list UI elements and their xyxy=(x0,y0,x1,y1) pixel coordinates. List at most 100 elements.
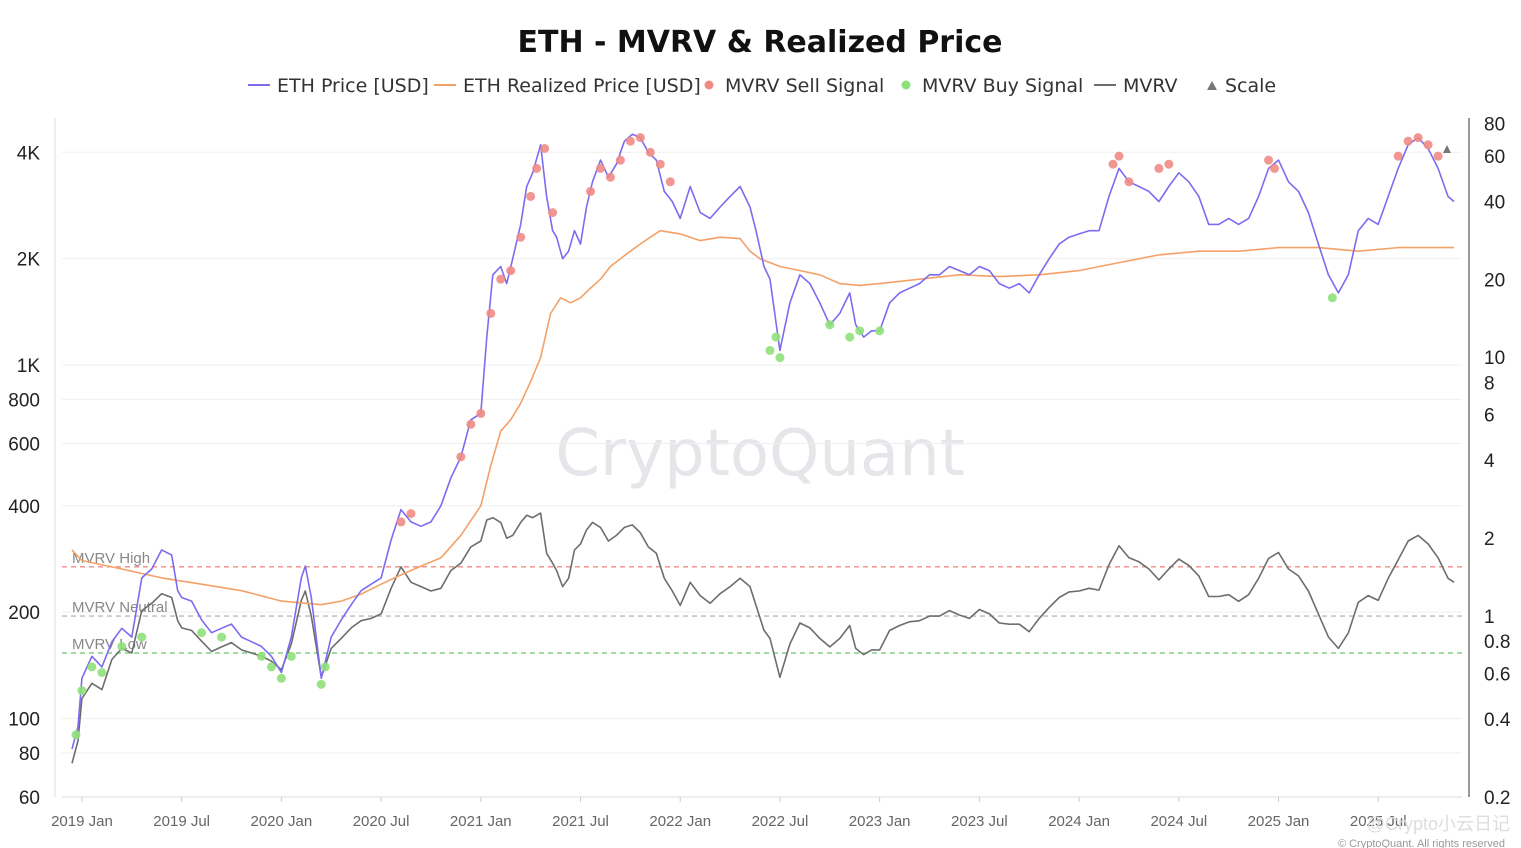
mvrv-line xyxy=(71,512,1455,764)
x-tick-label: 2022 Jul xyxy=(752,813,809,830)
y-right-tick-label: 4 xyxy=(1484,451,1495,472)
buy-signal-dot xyxy=(117,641,127,651)
legend-label: MVRV Buy Signal xyxy=(922,75,1083,97)
sell-signal-dot xyxy=(1114,151,1124,161)
sell-signal-dot xyxy=(1270,163,1280,173)
sell-signal-dot xyxy=(1264,155,1274,165)
eth-price-line xyxy=(71,133,1455,750)
legend-item[interactable]: Scale xyxy=(1207,75,1276,97)
buy-signal-dot xyxy=(256,651,266,661)
x-tick-label: 2023 Jul xyxy=(951,813,1008,830)
y-left-tick-label: 4K xyxy=(17,143,41,164)
scale-triangle-icon[interactable] xyxy=(1443,145,1451,153)
sell-signal-dot xyxy=(486,308,496,318)
sell-signal-dot xyxy=(1154,163,1164,173)
x-tick-label: 2021 Jan xyxy=(450,813,512,830)
mvrv-band-label: MVRV Low xyxy=(72,636,147,653)
x-tick-label: 2024 Jul xyxy=(1150,813,1207,830)
x-tick-label: 2021 Jul xyxy=(552,813,609,830)
x-tick-label: 2019 Jan xyxy=(51,813,113,830)
grid xyxy=(62,151,1462,798)
x-tick-label: 2024 Jan xyxy=(1048,813,1110,830)
sell-signal-dot xyxy=(635,133,645,143)
sell-signal-dot xyxy=(655,159,665,169)
y-right-tick-label: 40 xyxy=(1484,192,1505,213)
sell-signal-dot xyxy=(1413,133,1423,143)
x-tick-label: 2022 Jan xyxy=(649,813,711,830)
legend-label: ETH Realized Price [USD] xyxy=(463,75,701,97)
legend-label: MVRV Sell Signal xyxy=(725,75,884,97)
watermark: CryptoQuant xyxy=(555,417,965,491)
legend-item[interactable]: ETH Realized Price [USD] xyxy=(434,75,701,97)
sell-signal-dot xyxy=(396,517,406,527)
y-right-tick-label: 1 xyxy=(1484,607,1495,628)
buy-signal-dot xyxy=(771,332,781,342)
sell-signal-dot xyxy=(1423,140,1433,150)
legend-swatch xyxy=(704,80,714,90)
buy-signal-dot xyxy=(266,662,276,672)
buy-signal-dot xyxy=(286,651,296,661)
sell-signal-dot xyxy=(540,143,550,153)
y-right-tick-label: 6 xyxy=(1484,406,1495,427)
sell-signal-dot xyxy=(1433,151,1443,161)
y-right-tick-label: 0.6 xyxy=(1484,665,1510,686)
legend-item[interactable]: ETH Price [USD] xyxy=(248,75,429,97)
legend-item[interactable]: MVRV xyxy=(1094,75,1178,97)
buy-signal-dot xyxy=(845,332,855,342)
sell-signal-dot xyxy=(1164,159,1174,169)
buy-signal-dot xyxy=(71,730,81,740)
buy-signal-dot xyxy=(875,326,885,336)
sell-signal-dot xyxy=(456,452,466,462)
overlay-stamp: @Crypto小云日记 xyxy=(1367,814,1510,834)
sell-signal-dot xyxy=(476,408,486,418)
y-left-tick-label: 800 xyxy=(8,390,40,411)
sell-signal-dot xyxy=(1108,159,1118,169)
sell-signal-dot xyxy=(665,177,675,187)
sell-signal-dot xyxy=(645,147,655,157)
x-tick-label: 2019 Jul xyxy=(153,813,210,830)
buy-signal-dot xyxy=(77,686,87,696)
legend-label: Scale xyxy=(1225,75,1276,97)
chart-title: ETH - MVRV & Realized Price xyxy=(517,25,1002,60)
buy-signal-dot xyxy=(276,673,286,683)
y-right-tick-label: 0.2 xyxy=(1484,788,1510,809)
axes: 60 80 100 200 400 600 800 1K 2K 4K 0.2 0.4 0.6 0.8 1 2 4… xyxy=(8,114,1511,830)
y-right-tick-label: 0.8 xyxy=(1484,632,1510,653)
sell-signal-dot xyxy=(595,163,605,173)
legend: ETH Price [USD] ETH Realized Price [USD] M… xyxy=(248,75,1276,97)
sell-signal-dot xyxy=(496,274,506,284)
signals-layer xyxy=(71,133,1451,740)
y-right-tick-label: 0.4 xyxy=(1484,710,1511,731)
y-right-tick-label: 10 xyxy=(1484,348,1505,369)
y-left-tick-label: 100 xyxy=(8,710,40,731)
sell-signal-dot xyxy=(585,186,595,196)
buy-signal-dot xyxy=(137,632,147,642)
mvrv-band-label: MVRV Neutral xyxy=(72,599,168,616)
y-left-tick-label: 600 xyxy=(8,435,40,456)
legend-swatch xyxy=(901,80,911,90)
sell-signal-dot xyxy=(516,232,526,242)
sell-signal-dot xyxy=(526,191,536,201)
y-left-tick-label: 80 xyxy=(19,744,40,765)
buy-signal-dot xyxy=(87,662,97,672)
legend-label: MVRV xyxy=(1123,75,1178,97)
buy-signal-dot xyxy=(217,632,227,642)
sell-signal-dot xyxy=(625,136,635,146)
buy-signal-dot xyxy=(765,345,775,355)
y-right-tick-label: 20 xyxy=(1484,270,1505,291)
buy-signal-dot xyxy=(825,320,835,330)
realized-price-line xyxy=(71,229,1454,606)
x-tick-label: 2020 Jan xyxy=(251,813,313,830)
mvrv-bands: MVRV High MVRV Neutral MVRV Low xyxy=(62,550,1462,654)
x-tick-label: 2025 Jan xyxy=(1248,813,1310,830)
sell-signal-dot xyxy=(1124,177,1134,187)
buy-signal-dot xyxy=(316,679,326,689)
legend-item[interactable]: MVRV Sell Signal xyxy=(704,75,885,97)
mvrv-band-label: MVRV High xyxy=(72,550,150,567)
legend-label: ETH Price [USD] xyxy=(277,75,429,97)
legend-item[interactable]: MVRV Buy Signal xyxy=(901,75,1084,97)
footer-copyright: © CryptoQuant. All rights reserved xyxy=(1338,838,1505,848)
y-left-tick-label: 200 xyxy=(8,603,40,624)
y-left-tick-label: 60 xyxy=(19,788,40,809)
